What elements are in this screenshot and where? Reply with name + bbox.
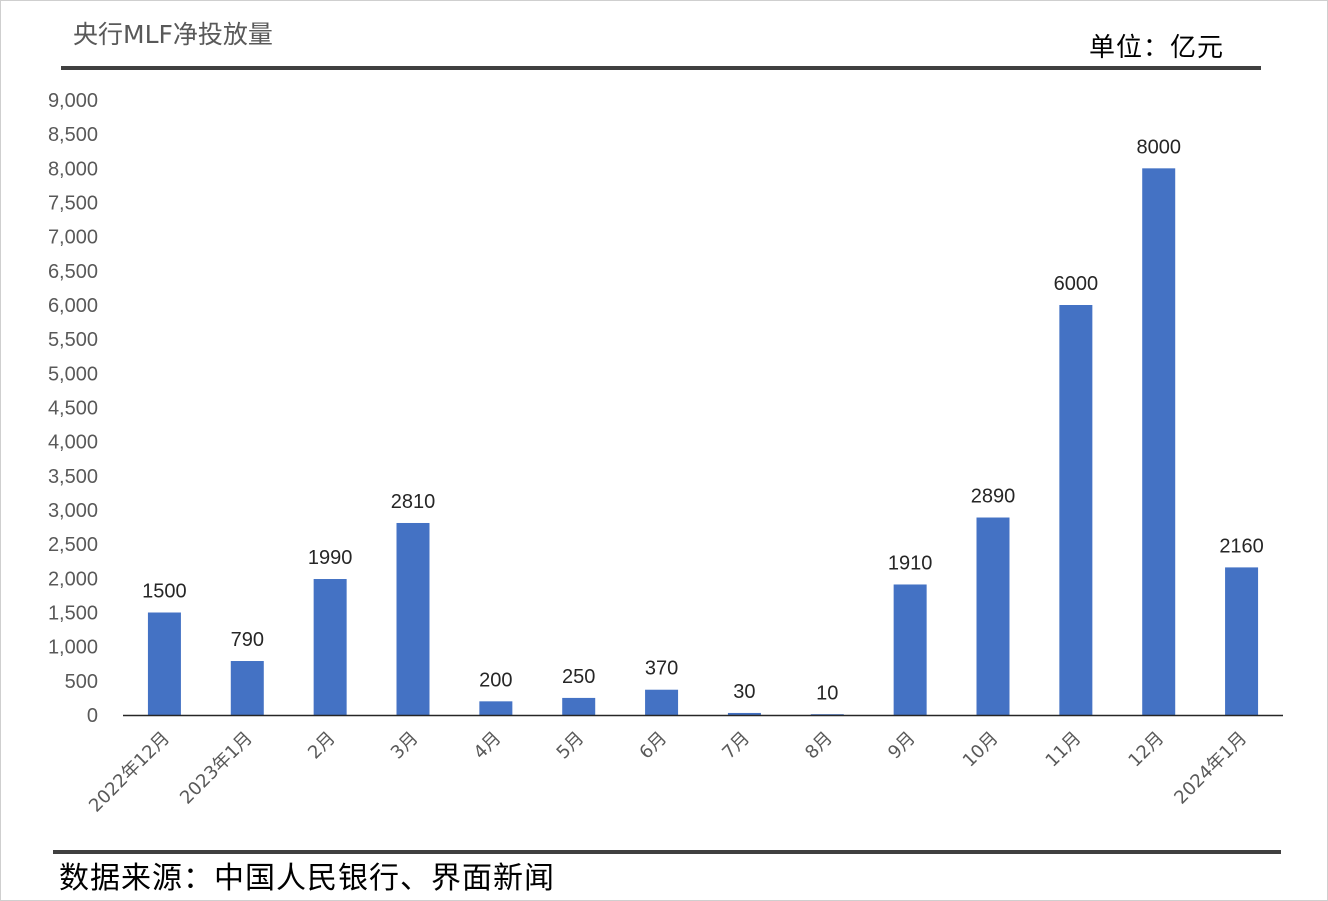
y-tick-label: 2,500 <box>48 534 98 556</box>
y-axis-ticks: 0 500 1,000 1,500 2,000 2,500 3,000 3,500 4,000 4… <box>48 90 98 727</box>
data-label: 790 <box>231 629 264 651</box>
bar <box>976 517 1010 715</box>
bars <box>147 168 1259 716</box>
bar <box>313 579 347 715</box>
data-label: 8000 <box>1136 136 1181 158</box>
y-tick-label: 1,500 <box>48 603 98 625</box>
bar <box>147 612 181 715</box>
bar <box>1059 305 1093 715</box>
bar <box>396 522 430 715</box>
y-tick-label: 3,500 <box>48 466 98 488</box>
data-label: 1500 <box>142 581 187 603</box>
x-tick-label: 11月 <box>1042 728 1086 772</box>
bar <box>810 714 844 715</box>
x-tick-label: 7月 <box>718 728 754 764</box>
y-tick-label: 6,000 <box>48 295 98 317</box>
x-tick-label: 2023年1月 <box>176 728 257 809</box>
data-labels: 1500 790 1990 2810 200 250 370 30 10 1910 2890 6000… <box>142 136 1264 704</box>
y-tick-label: 5,000 <box>48 363 98 385</box>
data-label: 250 <box>562 666 595 688</box>
data-label: 30 <box>733 681 755 703</box>
x-axis-ticks: 2022年12月 2023年1月 2月 3月 4月 5月 6月 7月 8月 9月 10月 11月 12月… <box>85 728 1251 817</box>
data-label: 1990 <box>308 547 353 569</box>
y-tick-label: 9,000 <box>48 90 98 112</box>
x-tick-label: 5月 <box>553 728 589 764</box>
y-tick-label: 6,500 <box>48 261 98 283</box>
bar <box>727 712 761 715</box>
x-tick-label: 3月 <box>387 728 423 764</box>
y-tick-label: 3,000 <box>48 500 98 522</box>
bar <box>1225 567 1259 715</box>
data-label: 2810 <box>391 491 436 513</box>
x-tick-label: 2月 <box>304 728 340 764</box>
x-tick-label: 4月 <box>470 728 506 764</box>
x-tick-label: 2022年12月 <box>85 728 174 817</box>
top-rule <box>61 66 1261 70</box>
y-tick-label: 4,500 <box>48 398 98 420</box>
y-tick-label: 4,000 <box>48 432 98 454</box>
bottom-rule <box>53 850 1281 854</box>
y-tick-label: 7,500 <box>48 193 98 215</box>
bar <box>645 689 679 715</box>
bar <box>479 701 513 715</box>
unit-label: 单位：亿元 <box>1089 33 1225 63</box>
y-tick-label: 1,000 <box>48 637 98 659</box>
data-label: 370 <box>645 658 678 680</box>
y-tick-label: 8,000 <box>48 158 98 180</box>
bar <box>562 697 596 715</box>
chart-title: 央行MLF净投放量 <box>73 20 273 49</box>
x-tick-label: 2024年1月 <box>1170 728 1251 809</box>
data-label: 6000 <box>1054 273 1099 295</box>
data-label: 10 <box>816 682 838 704</box>
source-label: 数据来源：中国人民银行、界面新闻 <box>59 861 555 896</box>
y-tick-label: 5,500 <box>48 329 98 351</box>
y-tick-label: 0 <box>87 705 98 727</box>
data-label: 2160 <box>1219 535 1264 557</box>
bar <box>1142 168 1176 716</box>
x-tick-label: 12月 <box>1124 728 1168 772</box>
y-tick-label: 2,000 <box>48 568 98 590</box>
y-tick-label: 8,500 <box>48 124 98 146</box>
bar <box>230 661 264 715</box>
data-label: 1910 <box>888 552 933 574</box>
y-tick-label: 500 <box>65 671 98 693</box>
x-tick-label: 9月 <box>884 728 920 764</box>
bar <box>893 584 927 715</box>
data-label: 2890 <box>971 486 1016 508</box>
x-tick-label: 6月 <box>635 728 671 764</box>
data-label: 200 <box>479 669 512 691</box>
x-tick-label: 10月 <box>959 728 1003 772</box>
y-tick-label: 7,000 <box>48 227 98 249</box>
x-tick-label: 8月 <box>801 728 837 764</box>
